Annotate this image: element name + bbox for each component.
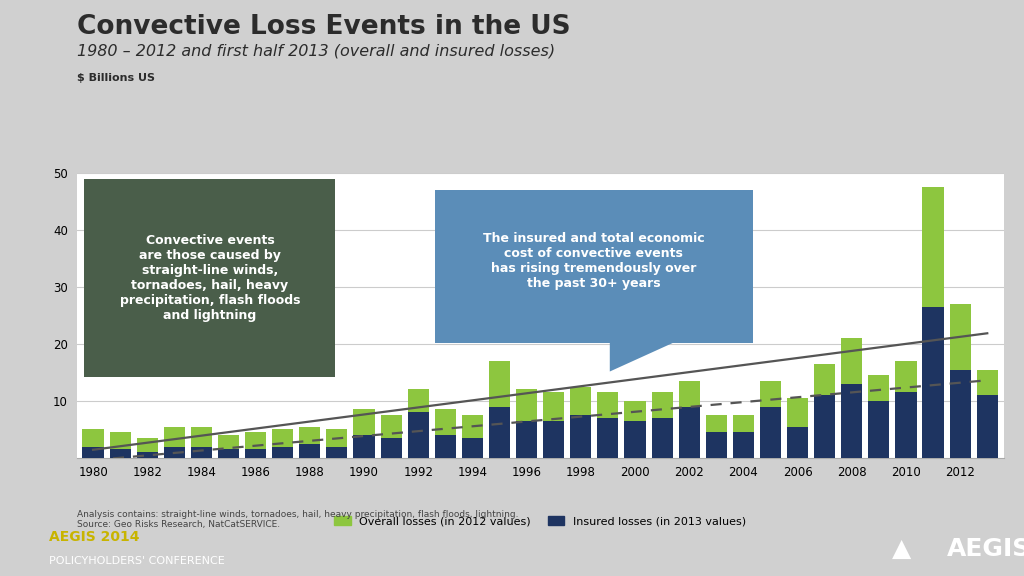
Bar <box>679 381 699 407</box>
Bar <box>462 438 483 458</box>
Text: POLICYHOLDERS' CONFERENCE: POLICYHOLDERS' CONFERENCE <box>49 556 225 566</box>
Bar <box>353 435 375 458</box>
Bar <box>679 407 699 458</box>
Bar <box>977 370 997 395</box>
Bar <box>488 407 510 458</box>
Bar <box>381 415 401 438</box>
Bar <box>327 430 347 446</box>
Bar <box>83 446 103 458</box>
Bar <box>516 389 538 421</box>
Bar <box>895 361 916 392</box>
Text: $ Billions US: $ Billions US <box>77 73 155 82</box>
Bar <box>136 438 158 452</box>
Bar <box>868 401 890 458</box>
Bar <box>353 410 375 435</box>
Text: ▲: ▲ <box>892 537 910 561</box>
Bar <box>245 449 266 458</box>
Bar <box>977 395 997 458</box>
Bar <box>733 432 754 458</box>
Bar <box>327 446 347 458</box>
Bar <box>895 392 916 458</box>
Bar <box>706 432 727 458</box>
Bar <box>651 392 673 418</box>
Text: AEGIS: AEGIS <box>947 537 1024 561</box>
Bar <box>408 389 429 412</box>
Bar <box>435 435 456 458</box>
Bar <box>625 401 645 421</box>
Bar <box>625 421 645 458</box>
Bar <box>408 412 429 458</box>
Bar <box>83 430 103 446</box>
Bar <box>299 427 321 444</box>
Bar <box>110 449 131 458</box>
Bar <box>760 381 781 407</box>
Bar <box>435 410 456 435</box>
Bar <box>841 338 862 384</box>
Bar <box>190 446 212 458</box>
Legend: Overall losses (in 2012 values), Insured losses (in 2013 values): Overall losses (in 2012 values), Insured… <box>330 511 751 530</box>
Bar <box>488 361 510 407</box>
Bar <box>381 438 401 458</box>
Bar <box>706 415 727 432</box>
Bar <box>218 449 240 458</box>
Text: 1980 – 2012 and first half 2013 (overall and insured losses): 1980 – 2012 and first half 2013 (overall… <box>77 44 555 59</box>
Bar <box>651 418 673 458</box>
Bar <box>190 427 212 446</box>
Text: Convective Loss Events in the US: Convective Loss Events in the US <box>77 14 570 40</box>
Bar <box>110 432 131 449</box>
Bar <box>923 307 944 458</box>
Text: Analysis contains: straight-line winds, tornadoes, hail, heavy precipitation, fl: Analysis contains: straight-line winds, … <box>77 510 518 529</box>
Bar <box>597 392 618 418</box>
Bar <box>949 304 971 370</box>
Bar <box>272 430 293 446</box>
Text: The insured and total economic
cost of convective events
has rising tremendously: The insured and total economic cost of c… <box>483 232 705 290</box>
Bar <box>164 427 185 446</box>
Text: AEGIS 2014: AEGIS 2014 <box>49 530 139 544</box>
Bar <box>733 415 754 432</box>
Bar <box>136 452 158 458</box>
Bar <box>814 395 836 458</box>
Bar <box>597 418 618 458</box>
Bar <box>543 392 564 421</box>
Bar <box>923 187 944 307</box>
Bar <box>949 370 971 458</box>
Bar <box>245 432 266 449</box>
Bar <box>543 421 564 458</box>
Bar <box>462 415 483 438</box>
Bar <box>787 427 808 458</box>
Bar <box>570 386 592 415</box>
Bar <box>760 407 781 458</box>
Bar <box>516 421 538 458</box>
Bar <box>868 375 890 401</box>
Bar <box>218 435 240 449</box>
Bar <box>570 415 592 458</box>
Bar <box>299 444 321 458</box>
Bar <box>164 446 185 458</box>
Bar <box>814 364 836 395</box>
Bar <box>272 446 293 458</box>
Text: Convective events
are those caused by
straight-line winds,
tornadoes, hail, heav: Convective events are those caused by st… <box>120 234 300 321</box>
Bar <box>787 398 808 427</box>
Bar <box>841 384 862 458</box>
